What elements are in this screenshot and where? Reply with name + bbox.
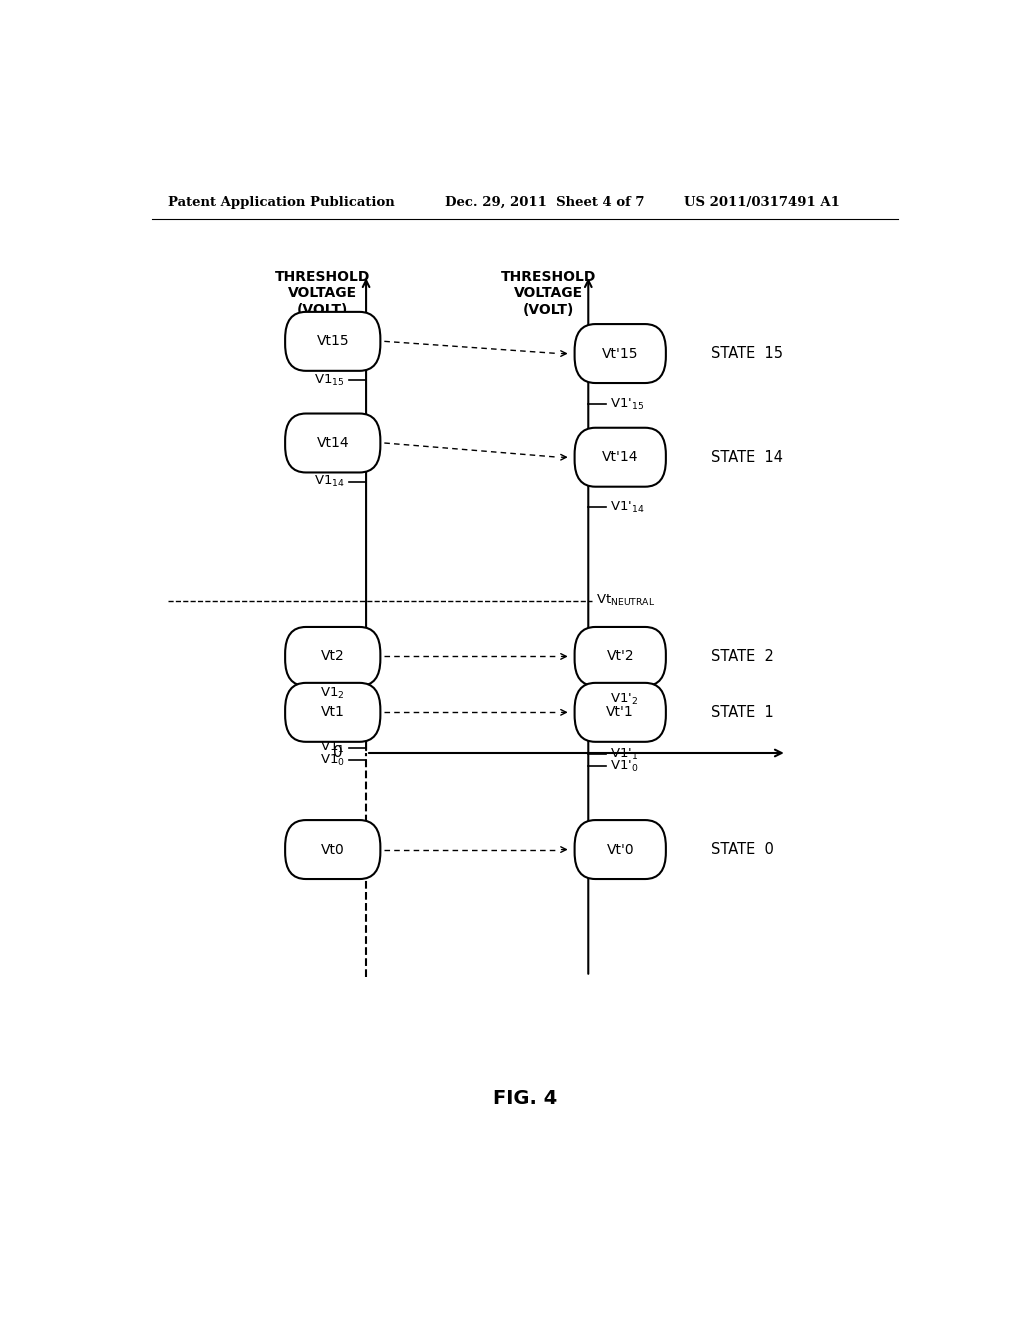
Text: V1$_1$: V1$_1$: [321, 741, 345, 755]
Text: FIG. 4: FIG. 4: [493, 1089, 557, 1107]
Text: STATE  15: STATE 15: [712, 346, 783, 362]
Text: V1'$_2$: V1'$_2$: [609, 692, 638, 706]
Text: Vt'0: Vt'0: [606, 842, 634, 857]
Text: Vt1: Vt1: [321, 705, 345, 719]
Text: Vt$_{\mathregular{NEUTRAL}}$: Vt$_{\mathregular{NEUTRAL}}$: [596, 593, 655, 609]
Text: Vt'15: Vt'15: [602, 347, 639, 360]
Text: STATE  1: STATE 1: [712, 705, 774, 719]
Text: V1'$_{15}$: V1'$_{15}$: [609, 397, 644, 412]
Text: Vt'14: Vt'14: [602, 450, 639, 465]
FancyBboxPatch shape: [574, 428, 666, 487]
Text: Patent Application Publication: Patent Application Publication: [168, 195, 394, 209]
Text: 0: 0: [333, 746, 342, 760]
Text: US 2011/0317491 A1: US 2011/0317491 A1: [684, 195, 840, 209]
FancyBboxPatch shape: [285, 682, 380, 742]
Text: V1'$_{14}$: V1'$_{14}$: [609, 499, 644, 515]
Text: STATE  2: STATE 2: [712, 649, 774, 664]
Text: Vt0: Vt0: [321, 842, 345, 857]
Text: Vt'1: Vt'1: [606, 705, 634, 719]
FancyBboxPatch shape: [574, 627, 666, 686]
Text: V1$_2$: V1$_2$: [321, 685, 345, 701]
Text: V1'$_1$: V1'$_1$: [609, 747, 638, 762]
FancyBboxPatch shape: [285, 627, 380, 686]
Text: Dec. 29, 2011  Sheet 4 of 7: Dec. 29, 2011 Sheet 4 of 7: [445, 195, 645, 209]
Text: STATE  14: STATE 14: [712, 450, 783, 465]
Text: Vt2: Vt2: [321, 649, 345, 664]
FancyBboxPatch shape: [574, 325, 666, 383]
FancyBboxPatch shape: [574, 682, 666, 742]
Text: V1$_{14}$: V1$_{14}$: [313, 474, 345, 490]
Text: STATE  0: STATE 0: [712, 842, 774, 857]
FancyBboxPatch shape: [574, 820, 666, 879]
Text: Vt'2: Vt'2: [606, 649, 634, 664]
Text: V1'$_0$: V1'$_0$: [609, 759, 638, 774]
Text: THRESHOLD
VOLTAGE
(VOLT): THRESHOLD VOLTAGE (VOLT): [501, 271, 596, 317]
Text: Vt14: Vt14: [316, 436, 349, 450]
FancyBboxPatch shape: [285, 820, 380, 879]
FancyBboxPatch shape: [285, 413, 380, 473]
Text: Vt15: Vt15: [316, 334, 349, 348]
Text: THRESHOLD
VOLTAGE
(VOLT): THRESHOLD VOLTAGE (VOLT): [274, 271, 370, 317]
FancyBboxPatch shape: [285, 312, 380, 371]
Text: V1$_{15}$: V1$_{15}$: [314, 372, 345, 388]
Text: V1$_0$: V1$_0$: [319, 752, 345, 768]
